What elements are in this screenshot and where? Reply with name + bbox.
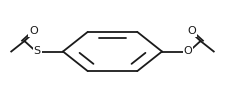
Text: O: O (187, 26, 196, 36)
Text: S: S (34, 46, 41, 57)
Text: O: O (184, 46, 192, 57)
Text: O: O (29, 26, 38, 36)
